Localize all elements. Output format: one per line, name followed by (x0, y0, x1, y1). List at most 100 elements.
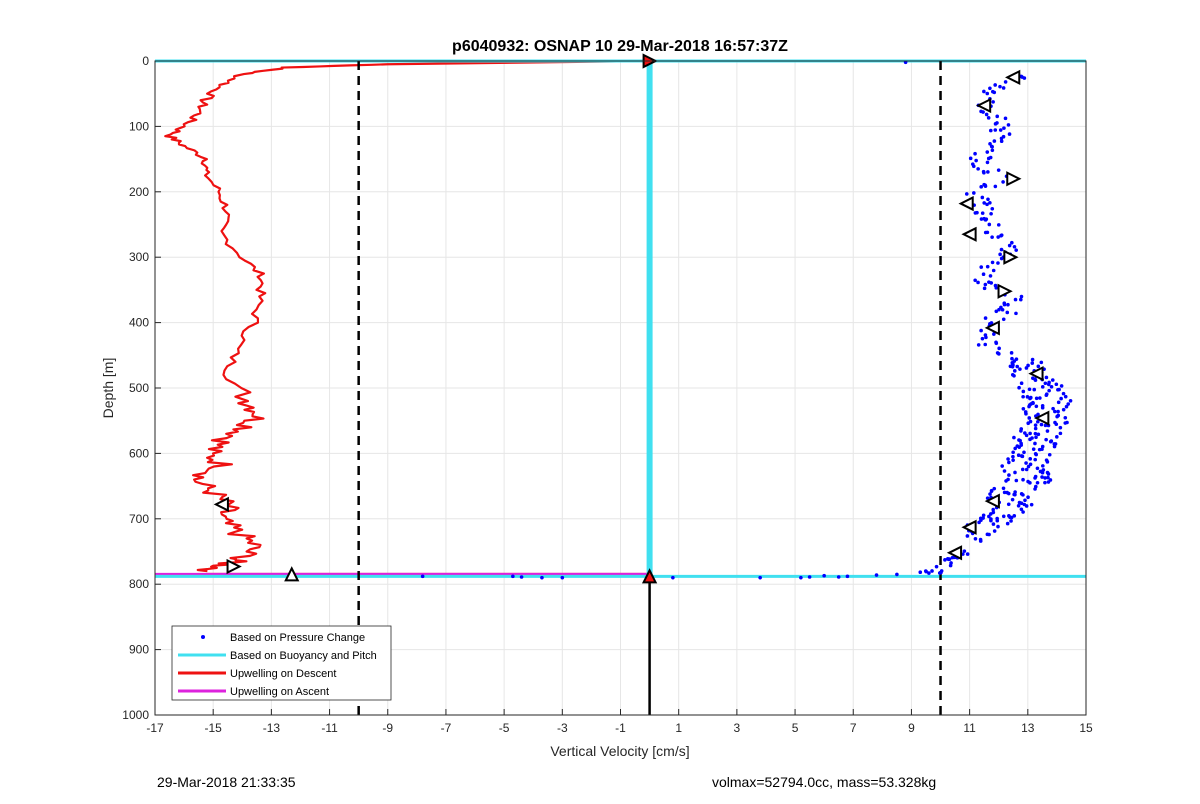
pressure-change-point (1002, 302, 1007, 307)
pressure-change-point (1016, 453, 1021, 457)
pressure-change-point (1000, 464, 1004, 468)
pressure-change-point (1019, 297, 1023, 302)
pressure-change-point (1047, 388, 1051, 393)
x-tick-label: 13 (1021, 721, 1035, 735)
pressure-change-point (1063, 394, 1068, 399)
pressure-change-point (1040, 385, 1045, 389)
pressure-change-point (996, 223, 1001, 227)
pressure-change-point (1023, 431, 1027, 435)
pressure-change-point (981, 513, 986, 518)
pressure-change-point (511, 574, 515, 579)
y-tick-label: 300 (129, 250, 149, 264)
pressure-change-point (1022, 76, 1027, 80)
pressure-change-point (985, 230, 990, 235)
pressure-change-point (1014, 478, 1019, 483)
pressure-change-point (1001, 514, 1006, 519)
pressure-change-point (1027, 416, 1032, 420)
pressure-change-point (1019, 507, 1024, 512)
pressure-change-point (995, 114, 1000, 119)
pressure-change-point (934, 564, 939, 569)
pressure-change-point (973, 536, 978, 541)
pressure-change-point (965, 534, 970, 538)
pressure-change-point (998, 128, 1003, 132)
pressure-change-point (1012, 514, 1017, 518)
pressure-change-point (1001, 134, 1006, 139)
pressure-change-point (1017, 445, 1022, 449)
pressure-change-point (1006, 123, 1011, 127)
pressure-change-point (1040, 405, 1045, 410)
x-tick-label: -3 (557, 721, 568, 735)
pressure-change-point (1006, 302, 1010, 307)
pressure-change-point (987, 280, 991, 284)
pressure-change-point (982, 89, 986, 94)
pressure-change-point (980, 195, 985, 200)
pressure-change-point (998, 84, 1002, 89)
legend-label: Upwelling on Descent (230, 668, 336, 680)
pressure-change-point (976, 167, 980, 171)
pressure-change-point (979, 109, 983, 114)
pressure-change-point (1048, 439, 1053, 444)
footer-timestamp: 29-Mar-2018 21:33:35 (157, 774, 296, 790)
pressure-change-point (874, 573, 879, 577)
pressure-change-point (982, 286, 987, 291)
pressure-change-point (983, 342, 988, 347)
pressure-change-point (983, 218, 988, 222)
pressure-change-point (1019, 294, 1024, 299)
pressure-change-point (1012, 369, 1017, 373)
pressure-change-point (991, 522, 996, 526)
pressure-change-point (984, 335, 988, 340)
pressure-change-point (1023, 498, 1027, 503)
y-tick-label: 100 (129, 119, 149, 133)
legend-label: Based on Buoyancy and Pitch (230, 650, 377, 662)
grid (154, 60, 1087, 716)
direction-marker (641, 568, 658, 584)
y-tick-label: 600 (129, 446, 149, 460)
pressure-change-point (923, 569, 928, 573)
pressure-change-point (1056, 409, 1060, 414)
pressure-change-point (1010, 360, 1015, 365)
pressure-change-point (1002, 469, 1007, 473)
pressure-change-point (991, 100, 995, 104)
pressure-change-point (996, 168, 1001, 172)
pressure-change-point (1015, 364, 1020, 369)
pressure-change-point (979, 185, 984, 189)
pressure-change-point (946, 557, 951, 562)
pressure-change-point (993, 83, 997, 87)
pressure-change-point (987, 222, 992, 227)
pressure-change-point (939, 569, 944, 573)
pressure-change-point (1026, 363, 1030, 368)
pressure-change-point (1033, 457, 1038, 462)
pressure-change-point (1028, 431, 1032, 436)
pressure-change-point (988, 201, 992, 205)
pressure-change-point (1033, 441, 1037, 446)
pressure-change-point (1044, 375, 1049, 380)
pressure-change-point (1063, 415, 1068, 420)
pressure-change-point (1019, 492, 1024, 496)
direction-marker (213, 496, 229, 513)
pressure-change-point (1014, 248, 1018, 252)
pressure-change-point (973, 278, 977, 283)
pressure-change-point (1024, 461, 1028, 465)
pressure-change-point (1005, 310, 1010, 315)
pressure-change-point (1058, 431, 1063, 436)
x-tick-label: 1 (675, 721, 682, 735)
pressure-change-point (1011, 458, 1015, 462)
legend-box (171, 625, 392, 701)
pressure-change-point (985, 160, 990, 165)
pressure-change-point (1026, 495, 1030, 500)
pressure-change-point (1024, 467, 1029, 472)
pressure-change-point (976, 280, 980, 285)
pressure-change-point (1003, 80, 1008, 84)
y-tick-label: 1000 (122, 708, 149, 722)
pressure-change-point (1028, 457, 1033, 461)
pressure-change-point (1043, 381, 1048, 386)
x-tick-label: -9 (382, 721, 393, 735)
pressure-change-point (985, 91, 990, 96)
pressure-change-point (990, 260, 995, 265)
pressure-change-point (1032, 387, 1037, 392)
pressure-change-point (1007, 473, 1011, 477)
direction-marker (961, 519, 977, 535)
pressure-change-point (980, 211, 985, 215)
pressure-change-point (1040, 475, 1044, 479)
